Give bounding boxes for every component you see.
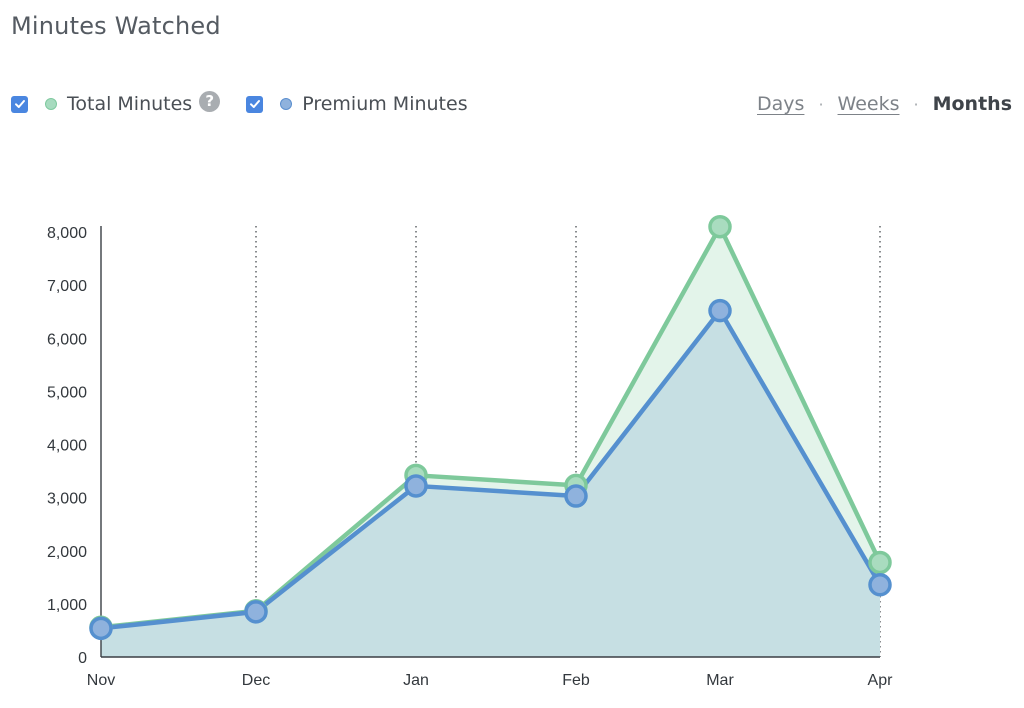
y-tick-label: 2,000 [47, 544, 87, 561]
range-days-link[interactable]: Days [757, 93, 805, 115]
y-tick-label: 5,000 [47, 384, 87, 401]
range-separator: · [818, 94, 824, 114]
x-tick-label: Jan [403, 672, 429, 689]
legend: Total Minutes ? Premium Minutes [11, 90, 494, 118]
premium-minutes-point [564, 484, 588, 508]
premium-minutes-dot [280, 98, 293, 110]
total-minutes-point [868, 550, 892, 575]
y-tick-label: 7,000 [47, 278, 87, 295]
range-separator: · [913, 94, 919, 114]
checkmark-icon [249, 100, 260, 108]
y-tick-label: 3,000 [47, 491, 87, 508]
premium-minutes-point [404, 474, 428, 498]
premium-minutes-line [100, 308, 882, 631]
range-weeks-link[interactable]: Weeks [837, 93, 900, 115]
total-minutes-point [708, 214, 732, 239]
x-tick-label: Nov [87, 672, 115, 689]
premium-minutes-point [868, 573, 892, 597]
x-tick-label: Feb [562, 672, 590, 689]
x-tick-label: Apr [868, 672, 894, 689]
y-tick-label: 8,000 [47, 225, 87, 242]
question-circle-icon[interactable]: ? [199, 90, 221, 112]
premium-minutes-point [244, 600, 268, 624]
premium-minutes-area [101, 310, 880, 657]
y-tick-label: 6,000 [47, 331, 87, 348]
premium-minutes-point [89, 616, 113, 641]
range-months-link[interactable]: Months [932, 93, 1012, 115]
y-tick-label: 4,000 [47, 438, 87, 455]
legend-item-total[interactable]: Total Minutes ? [11, 90, 221, 115]
total-minutes-checkbox[interactable] [11, 95, 28, 113]
x-tick-label: Dec [242, 672, 270, 689]
time-range-selector: Days · Weeks · Months [757, 90, 1012, 118]
total-minutes-dot [45, 98, 57, 110]
total-minutes-label: Total Minutes [67, 93, 193, 115]
x-tick-label: Mar [706, 672, 734, 689]
y-tick-label: 0 [78, 650, 87, 667]
legend-item-premium[interactable]: Premium Minutes [246, 93, 468, 115]
checkmark-icon [14, 100, 25, 108]
premium-minutes-checkbox[interactable] [246, 95, 264, 113]
y-tick-label: 1,000 [47, 597, 87, 614]
premium-minutes-point [708, 298, 732, 323]
premium-minutes-label: Premium Minutes [302, 93, 468, 115]
page-title: Minutes Watched [11, 12, 221, 40]
